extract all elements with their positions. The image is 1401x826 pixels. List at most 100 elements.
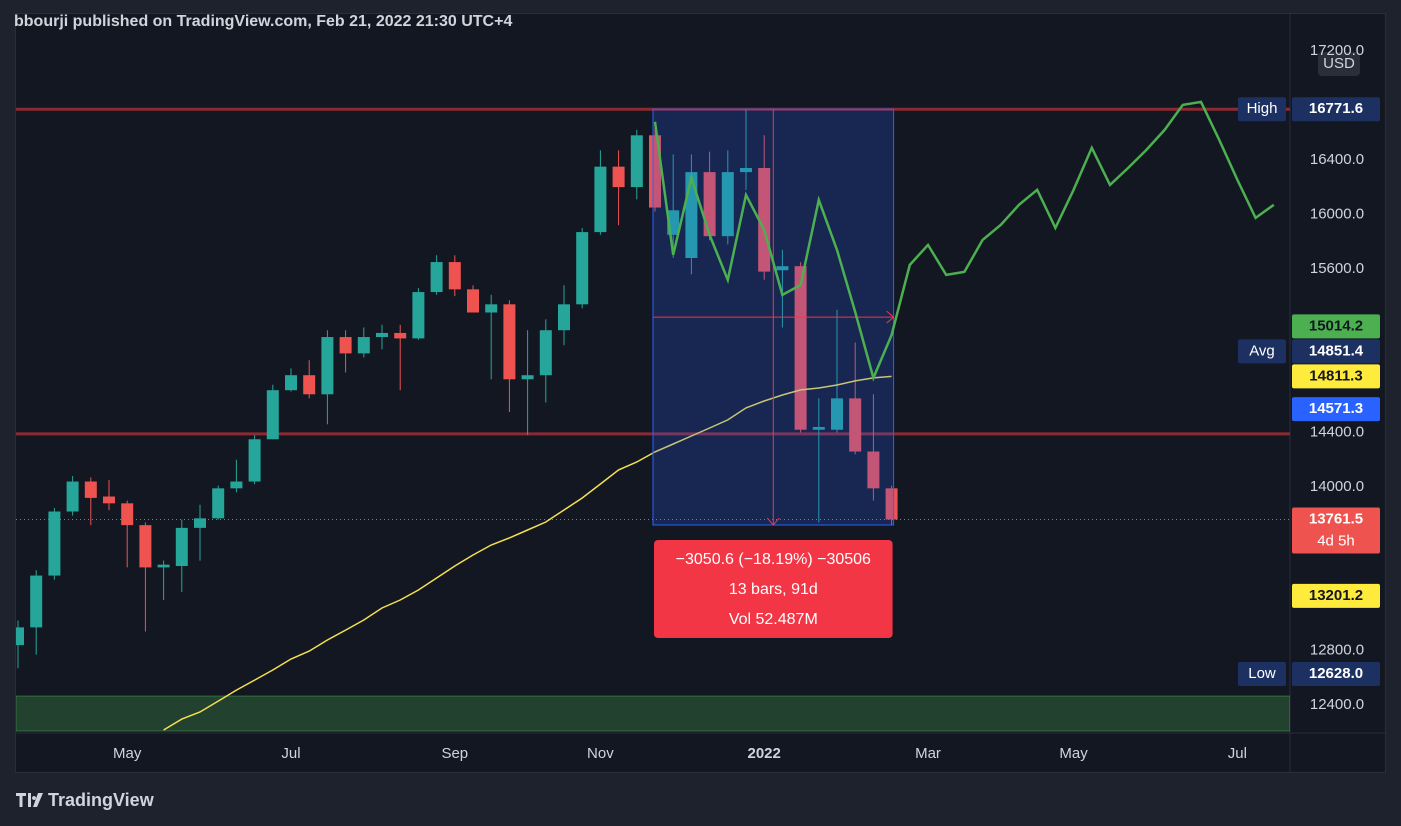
candle-body <box>521 375 534 380</box>
price-marker-label: 15014.2 <box>1309 317 1363 334</box>
price-marker-tag: Low <box>1248 665 1276 682</box>
price-marker-label: 12628.0 <box>1309 665 1363 682</box>
candle-body <box>812 426 825 430</box>
price-marker-tag-box <box>1238 661 1286 686</box>
range-arrow-h <box>886 310 895 324</box>
candle-body <box>430 262 443 293</box>
price-marker <box>1292 97 1380 122</box>
price-marker <box>1292 314 1380 339</box>
range-label: 13 bars, 91d <box>729 581 818 598</box>
candle-body <box>357 337 370 354</box>
candle-body <box>285 375 297 391</box>
candle-body <box>776 266 789 271</box>
candle-body <box>885 488 898 520</box>
candle-body <box>376 332 388 338</box>
price-marker <box>1292 339 1380 364</box>
candle-body <box>266 390 279 440</box>
x-tick-label: Sep <box>441 745 468 762</box>
price-marker <box>1292 397 1380 422</box>
header: bbourji published on TradingView.com, Fe… <box>14 13 512 30</box>
price-marker-label: 16771.6 <box>1309 100 1363 117</box>
candle-body <box>103 496 115 504</box>
candle-body <box>139 525 152 568</box>
footer-logo-text: TradingView <box>48 790 155 810</box>
x-tick-label: Jul <box>1228 745 1247 762</box>
candle-body <box>594 166 607 233</box>
candle-body <box>394 332 407 339</box>
currency-badge <box>1318 52 1360 76</box>
candle-body <box>303 375 316 395</box>
price-marker-tag: Avg <box>1249 342 1275 359</box>
candle-body <box>558 304 570 331</box>
candle-body <box>230 481 243 489</box>
price-marker-sub: 4d 5h <box>1317 532 1355 549</box>
price-marker <box>1292 507 1380 554</box>
plot <box>16 100 1290 732</box>
projection-line <box>653 100 1275 382</box>
candle-body <box>467 289 479 313</box>
candle-body <box>248 439 261 482</box>
candle-body <box>503 304 516 380</box>
price-marker-label: 13761.5 <box>1309 510 1363 527</box>
currency: USD <box>1323 55 1355 72</box>
candle-body <box>539 330 552 376</box>
y-tick-label: 17200.0 <box>1310 42 1364 59</box>
price-marker-label: 14811.3 <box>1309 367 1362 384</box>
price-marker <box>1292 364 1380 389</box>
candle-body <box>703 172 716 237</box>
price-marker-tag-box <box>1238 97 1286 122</box>
price-marker <box>1292 661 1380 686</box>
x-tick-label: Mar <box>915 745 941 762</box>
y-tick-label: 14400.0 <box>1310 423 1364 440</box>
candle-body <box>740 168 752 173</box>
candle-body <box>412 292 425 339</box>
y-tick-label: 14000.0 <box>1310 478 1364 495</box>
candle-body <box>630 135 643 188</box>
candle-body <box>121 503 134 526</box>
x-tick-label: May <box>1059 745 1088 762</box>
x-tick-label: Jul <box>281 745 300 762</box>
panel <box>15 13 1386 773</box>
candle-body <box>66 481 79 512</box>
price-marker-label: 14571.3 <box>1309 400 1363 417</box>
candle-body <box>194 518 206 528</box>
candle-body <box>30 575 43 628</box>
range-label: Vol 52.487M <box>729 611 818 628</box>
price-marker-label: 14851.4 <box>1309 342 1364 359</box>
logo <box>16 793 43 807</box>
candle-body <box>612 166 625 188</box>
candle-body <box>84 481 97 498</box>
zone <box>16 695 1290 732</box>
candle-body <box>16 627 24 646</box>
candle-body <box>721 172 734 237</box>
candle-body <box>48 511 61 576</box>
y-tick-label: 16000.0 <box>1310 205 1364 222</box>
candle-body <box>157 564 170 568</box>
y-tick-label: 15600.0 <box>1310 260 1364 277</box>
candle-body <box>175 527 188 567</box>
x-tick-label: Nov <box>587 745 614 762</box>
y-tick-label: 16400.0 <box>1310 151 1364 168</box>
candle-body <box>212 488 225 519</box>
candle-body <box>758 168 771 272</box>
x-tick-label: May <box>113 745 142 762</box>
candle-body <box>849 398 862 452</box>
price-marker-label: 13201.2 <box>1309 587 1363 604</box>
candle-body <box>649 135 661 208</box>
price-marker-tag: High <box>1247 100 1278 117</box>
x-tick-label: 2022 <box>748 745 781 762</box>
candle-body <box>831 398 843 430</box>
range-label: −3050.6 (−18.19%) −30506 <box>676 551 871 568</box>
y-tick-label: 12400.0 <box>1310 696 1364 713</box>
candle-body <box>576 232 589 305</box>
candle-body <box>485 304 498 313</box>
candle-body <box>448 262 461 290</box>
candle-body <box>321 337 334 395</box>
y-tick-label: 12800.0 <box>1310 642 1364 659</box>
range-arrow <box>766 517 780 526</box>
price-marker <box>1292 583 1380 608</box>
moving-average <box>163 375 892 731</box>
range-label-box <box>654 540 893 639</box>
